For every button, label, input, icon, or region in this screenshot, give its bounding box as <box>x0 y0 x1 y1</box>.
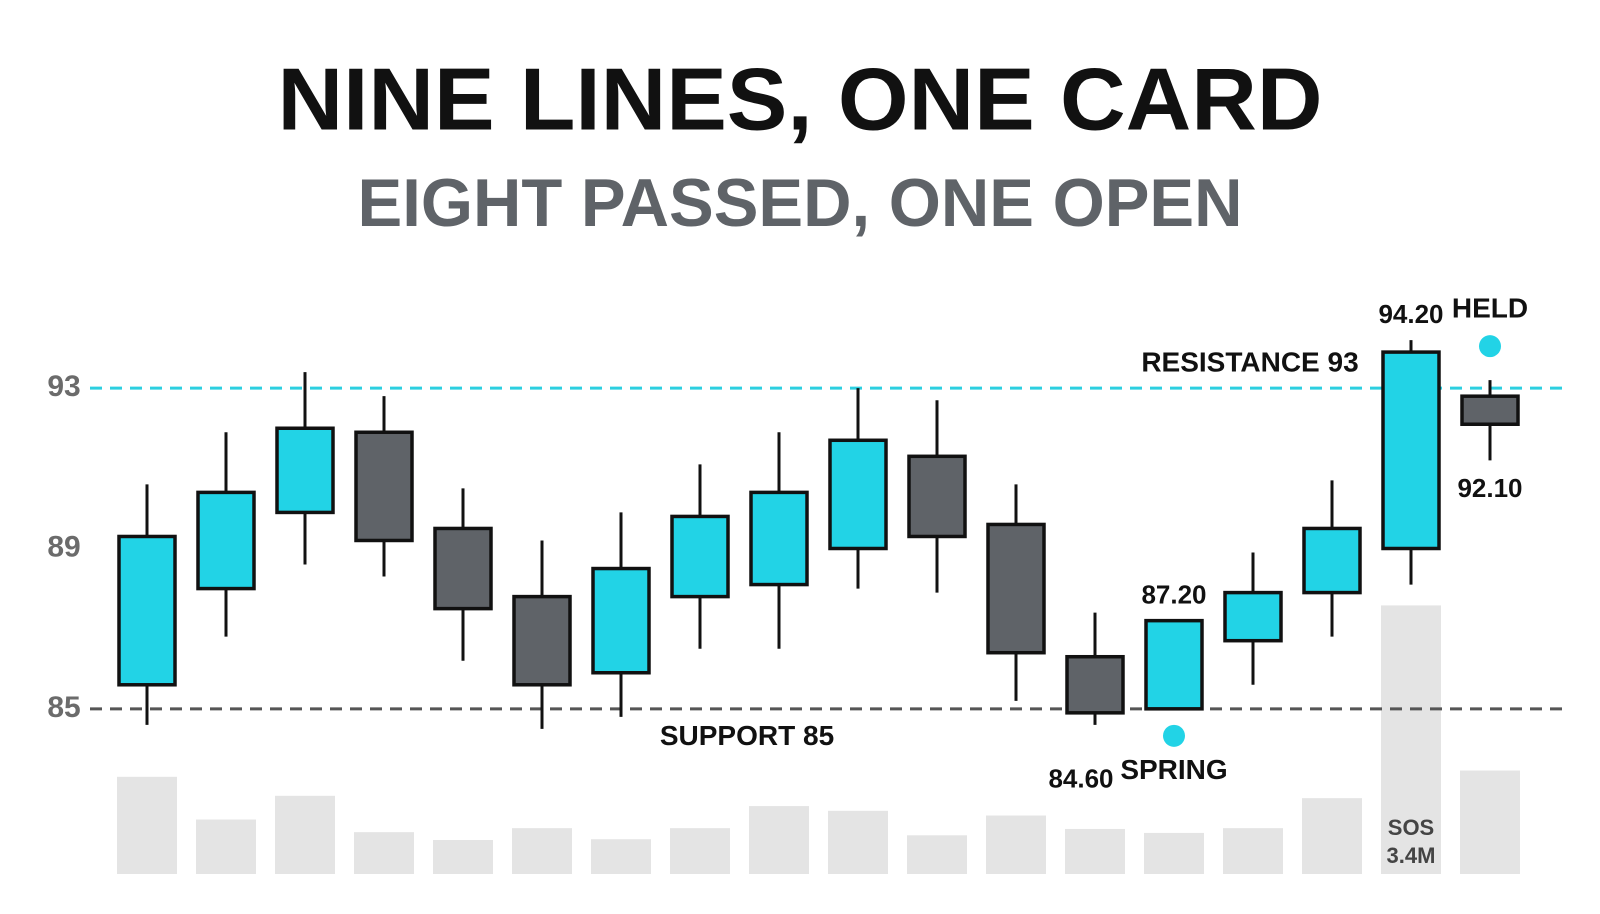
volume-bar <box>1065 828 1125 874</box>
y-tick-label: 85 <box>47 691 80 724</box>
candle-body <box>591 566 651 675</box>
price-label: 84.60 <box>1048 764 1113 794</box>
volume-bar <box>1302 798 1362 874</box>
volume-bar <box>670 828 730 874</box>
price-label: 94.20 <box>1378 299 1443 329</box>
chart-subtitle: EIGHT PASSED, ONE OPEN <box>358 165 1243 241</box>
volume-bar <box>433 840 493 874</box>
candle-body <box>196 490 256 591</box>
level-label: SUPPORT 85 <box>660 720 834 751</box>
price-label: 87.20 <box>1141 580 1206 610</box>
y-tick-label: 93 <box>47 370 80 403</box>
volume-bar <box>986 815 1046 874</box>
volume-bar <box>275 795 335 874</box>
volume-bar <box>828 810 888 874</box>
volume-bar <box>907 835 967 874</box>
candle-body <box>828 438 888 551</box>
candle-body <box>1223 590 1283 643</box>
candle-body <box>1144 618 1204 711</box>
candle-body <box>354 430 414 543</box>
volume-bar <box>591 839 651 874</box>
candle-body <box>117 534 177 687</box>
candle-body <box>433 526 493 611</box>
volume-bar <box>749 806 809 874</box>
volume-bar <box>117 776 177 874</box>
y-tick-label: 89 <box>47 530 80 563</box>
marker-label: SPRING <box>1120 754 1227 785</box>
candle-body <box>275 426 335 515</box>
candle-body <box>1065 654 1125 715</box>
volume-bar <box>1381 605 1441 874</box>
level-label: RESISTANCE 93 <box>1141 347 1358 378</box>
price-label: 92.10 <box>1457 473 1522 503</box>
candle-body <box>512 594 572 687</box>
volume-bar <box>1460 770 1520 874</box>
candle-body <box>749 490 809 587</box>
volume-bar <box>512 828 572 874</box>
volume-annotation: SOS <box>1388 815 1434 840</box>
marker-dot <box>1479 335 1501 358</box>
volume-bar <box>354 832 414 874</box>
chart-title: NINE LINES, ONE CARD <box>278 49 1323 148</box>
candle-body <box>1460 394 1520 426</box>
candle-body <box>907 454 967 539</box>
candle-body <box>986 522 1046 655</box>
volume-label: 3.4M <box>1387 843 1436 868</box>
marker-dot <box>1163 724 1185 747</box>
volume-bar <box>196 819 256 874</box>
volume-bar <box>1144 832 1204 874</box>
marker-label: HELD <box>1452 293 1528 324</box>
candle-body <box>1381 350 1441 551</box>
candle-body <box>670 514 730 599</box>
candle-body <box>1302 526 1362 595</box>
volume-bar <box>1223 828 1283 874</box>
